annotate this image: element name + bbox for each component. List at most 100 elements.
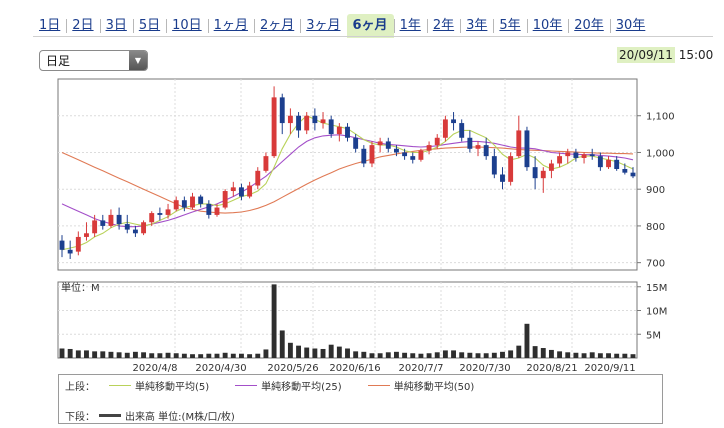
volume-bar-9: [132, 351, 138, 358]
candle-body-46: [434, 137, 440, 146]
candle-body-51: [475, 145, 481, 149]
candle-body-52: [483, 145, 489, 157]
legend-upper-label: 上段：: [65, 382, 95, 393]
tab-7[interactable]: 3ヶ月: [300, 16, 346, 36]
volume-bar-58: [532, 346, 538, 358]
tab-8[interactable]: 6ヶ月: [346, 14, 394, 38]
last-update-date: 20/09/11: [617, 47, 675, 63]
tab-9[interactable]: 1年: [393, 16, 427, 36]
candle-body-41: [393, 148, 399, 153]
volume-bar-63: [573, 352, 579, 358]
volume-bar-54: [500, 351, 505, 358]
volume-bar-59: [540, 348, 546, 358]
candle-body-18: [206, 203, 212, 215]
candle-body-13: [165, 209, 171, 215]
x-tick-label-2: 2020/5/26: [267, 363, 318, 374]
candle-body-69: [622, 168, 628, 173]
candle-body-12: [157, 213, 163, 215]
tab-13[interactable]: 10年: [526, 16, 569, 36]
tab-1[interactable]: 2日: [66, 16, 99, 36]
candle-body-33: [328, 119, 334, 135]
candle-body-67: [606, 159, 611, 168]
candle-body-47: [442, 119, 448, 138]
candle-body-32: [320, 119, 326, 124]
tab-2[interactable]: 3日: [99, 16, 133, 36]
candle-body-23: [247, 185, 253, 197]
volume-bar-41: [393, 351, 399, 358]
volume-bar-16: [190, 354, 195, 358]
tab-5[interactable]: 1ヶ月: [207, 16, 254, 36]
volume-bar-52: [483, 353, 489, 358]
candle-body-4: [92, 220, 98, 234]
candle-period-value: 日足: [46, 54, 71, 68]
tab-4[interactable]: 10日: [166, 16, 208, 36]
volume-bar-8: [124, 352, 130, 358]
x-tick-label-7: 2020/9/11: [584, 363, 635, 374]
tab-6[interactable]: 2ヶ月: [253, 16, 300, 36]
volume-tick-label-2: 15M: [646, 283, 667, 294]
volume-bar-69: [622, 353, 628, 358]
candle-body-62: [565, 152, 571, 157]
volume-bar-12: [157, 353, 163, 358]
candle-body-44: [418, 150, 424, 160]
volume-bar-10: [141, 352, 147, 358]
tab-12[interactable]: 5年: [493, 16, 526, 36]
volume-bar-64: [581, 353, 587, 358]
volume-bar-30: [304, 347, 310, 358]
candle-body-55: [508, 156, 514, 182]
candle-period-select[interactable]: 日足 ▼: [39, 50, 148, 71]
volume-bar-37: [361, 351, 367, 358]
volume-bar-1: [67, 348, 73, 358]
volume-bar-55: [508, 350, 514, 358]
candle-body-59: [540, 170, 546, 179]
volume-bar-18: [206, 353, 212, 358]
volume-bar-19: [214, 353, 220, 358]
legend-lower-row: 下段： 出来高 単位:(M株/口/枚): [65, 408, 235, 423]
candle-body-31: [312, 115, 318, 124]
legend-volume: 出来高 単位:(M株/口/枚): [99, 408, 235, 423]
candle-body-39: [377, 141, 383, 146]
tab-10[interactable]: 2年: [426, 16, 460, 36]
candle-body-48: [451, 119, 456, 124]
candle-body-34: [336, 126, 342, 135]
candle-body-27: [279, 97, 285, 124]
volume-bar-68: [614, 353, 620, 358]
tab-14[interactable]: 20年: [568, 16, 610, 36]
volume-bar-48: [451, 350, 456, 358]
tab-15[interactable]: 30年: [609, 16, 652, 36]
candle-body-21: [230, 187, 236, 192]
volume-bar-13: [165, 352, 171, 358]
candle-body-7: [116, 214, 122, 225]
price-panel: [57, 78, 638, 271]
candle-body-28: [287, 115, 293, 124]
candle-body-58: [532, 167, 538, 179]
x-tick-label-1: 2020/4/30: [195, 363, 246, 374]
candle-body-37: [361, 148, 367, 164]
legend-ma50: 単純移動平均(50): [367, 378, 475, 393]
volume-bar-23: [247, 354, 253, 358]
candle-body-57: [524, 130, 530, 168]
volume-bar-21: [230, 353, 236, 358]
volume-bar-43: [410, 353, 416, 358]
candle-body-22: [239, 187, 244, 197]
legend-ma50-label: 単純移動平均(50): [393, 382, 475, 393]
candle-body-10: [141, 222, 147, 234]
chevron-down-icon[interactable]: ▼: [129, 51, 147, 70]
last-update-timestamp: 20/09/11 15:00: [617, 47, 713, 63]
legend-ma5-label: 単純移動平均(5): [135, 382, 210, 393]
volume-bar-15: [181, 353, 187, 358]
volume-bar-31: [312, 348, 318, 358]
tab-0[interactable]: 1日: [39, 18, 61, 33]
volume-bar-60: [548, 349, 554, 358]
candle-body-24: [255, 170, 261, 186]
legend-ma5: 単純移動平均(5): [109, 378, 209, 393]
tab-11[interactable]: 3年: [460, 16, 493, 36]
volume-bar-24: [255, 353, 261, 358]
candle-body-29: [296, 115, 302, 131]
volume-bar-70: [630, 354, 636, 358]
candle-body-70: [630, 172, 636, 177]
candle-body-0: [59, 240, 65, 250]
volume-bar-22: [239, 353, 244, 358]
tab-3[interactable]: 5日: [132, 16, 166, 36]
